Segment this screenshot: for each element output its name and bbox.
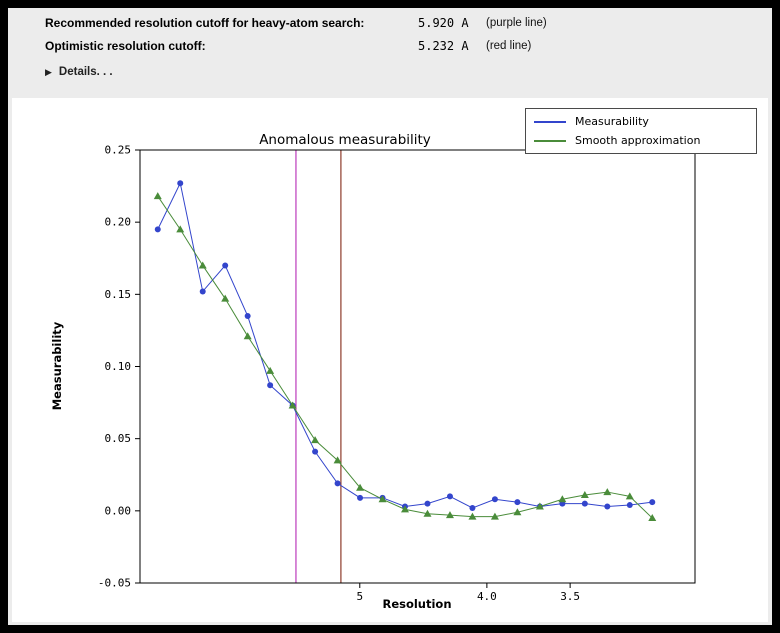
data-point bbox=[490, 512, 499, 520]
data-point bbox=[424, 500, 431, 507]
chart-figure: -0.05 0.00 0.05 0.10 0.15 0.20 0.25 5 4.0 3.5 Ano… bbox=[12, 98, 768, 622]
data-point bbox=[334, 480, 341, 487]
data-point bbox=[333, 456, 342, 464]
data-point bbox=[312, 448, 319, 455]
y-tick-label: 0.10 bbox=[105, 360, 132, 373]
chart-title: Anomalous measurability bbox=[259, 132, 431, 148]
x-axis-label: Resolution bbox=[382, 597, 452, 611]
data-point bbox=[625, 492, 634, 500]
data-point bbox=[378, 495, 387, 503]
data-point bbox=[222, 262, 229, 269]
data-point bbox=[581, 500, 588, 507]
data-point bbox=[423, 509, 432, 517]
data-point bbox=[153, 192, 162, 200]
data-point bbox=[626, 502, 633, 509]
data-point bbox=[177, 180, 184, 187]
plot-border bbox=[139, 149, 696, 584]
data-point bbox=[154, 226, 161, 233]
optimistic-cutoff-label: Optimistic resolution cutoff: bbox=[45, 39, 206, 53]
measurability-line-swatch bbox=[534, 120, 566, 123]
data-point bbox=[513, 508, 522, 516]
legend-item-measurability: Measurability bbox=[534, 114, 748, 129]
data-point bbox=[446, 493, 453, 500]
data-point bbox=[491, 496, 498, 503]
legend-item-smooth-approximation: Smooth approximation bbox=[534, 133, 748, 148]
smooth-approximation-line-swatch bbox=[534, 139, 566, 142]
y-tick-label: 0.15 bbox=[105, 288, 132, 301]
data-point bbox=[648, 514, 657, 522]
data-point bbox=[221, 294, 230, 302]
y-tick-label: 0.20 bbox=[105, 216, 132, 229]
x-tick-label: 3.5 bbox=[560, 590, 580, 603]
data-point bbox=[266, 366, 275, 374]
chart-legend: Measurability Smooth approximation bbox=[525, 108, 757, 154]
data-point bbox=[198, 261, 207, 269]
x-tick-label: 4.0 bbox=[477, 590, 497, 603]
optimistic-cutoff-note: (red line) bbox=[486, 40, 532, 52]
data-point bbox=[445, 511, 454, 519]
optimistic-cutoff-value: 5.232 A bbox=[418, 39, 469, 53]
y-tick-label: 0.05 bbox=[105, 432, 132, 445]
data-point bbox=[244, 312, 251, 319]
x-tick-label: 5 bbox=[356, 590, 363, 603]
details-label: Details. . . bbox=[58, 66, 113, 78]
anomalous-measurability-plot: -0.05 0.00 0.05 0.10 0.15 0.20 0.25 5 4.0 3.5 bbox=[98, 144, 696, 603]
data-point bbox=[580, 490, 589, 498]
data-point bbox=[267, 382, 274, 389]
data-point bbox=[468, 512, 477, 520]
disclosure-triangle-icon: ▶ bbox=[45, 66, 52, 77]
data-point bbox=[356, 483, 365, 491]
data-point bbox=[535, 502, 544, 510]
details-disclosure[interactable]: ▶ Details. . . bbox=[45, 66, 113, 78]
data-point bbox=[469, 504, 476, 511]
data-point bbox=[288, 401, 297, 409]
plot-area bbox=[140, 150, 695, 583]
data-point bbox=[649, 499, 656, 506]
data-point bbox=[176, 225, 185, 233]
data-point bbox=[199, 288, 206, 295]
recommended-cutoff-value: 5.920 A bbox=[418, 16, 469, 30]
y-tick-label: -0.05 bbox=[98, 577, 131, 590]
y-tick-label: 0.25 bbox=[105, 144, 132, 157]
legend-label: Measurability bbox=[575, 115, 649, 128]
data-point bbox=[514, 499, 521, 506]
data-point bbox=[603, 488, 612, 496]
legend-label: Smooth approximation bbox=[575, 134, 701, 147]
data-point bbox=[357, 494, 364, 501]
recommended-cutoff-note: (purple line) bbox=[486, 17, 547, 29]
data-point bbox=[401, 505, 410, 513]
data-point bbox=[311, 436, 320, 444]
app-panel: Recommended resolution cutoff for heavy-… bbox=[8, 8, 772, 625]
data-point bbox=[604, 503, 611, 510]
y-tick-label: 0.00 bbox=[105, 504, 132, 517]
data-point bbox=[558, 495, 567, 503]
y-axis-label: Measurability bbox=[50, 321, 64, 411]
recommended-cutoff-label: Recommended resolution cutoff for heavy-… bbox=[45, 16, 365, 30]
data-point bbox=[243, 332, 252, 340]
